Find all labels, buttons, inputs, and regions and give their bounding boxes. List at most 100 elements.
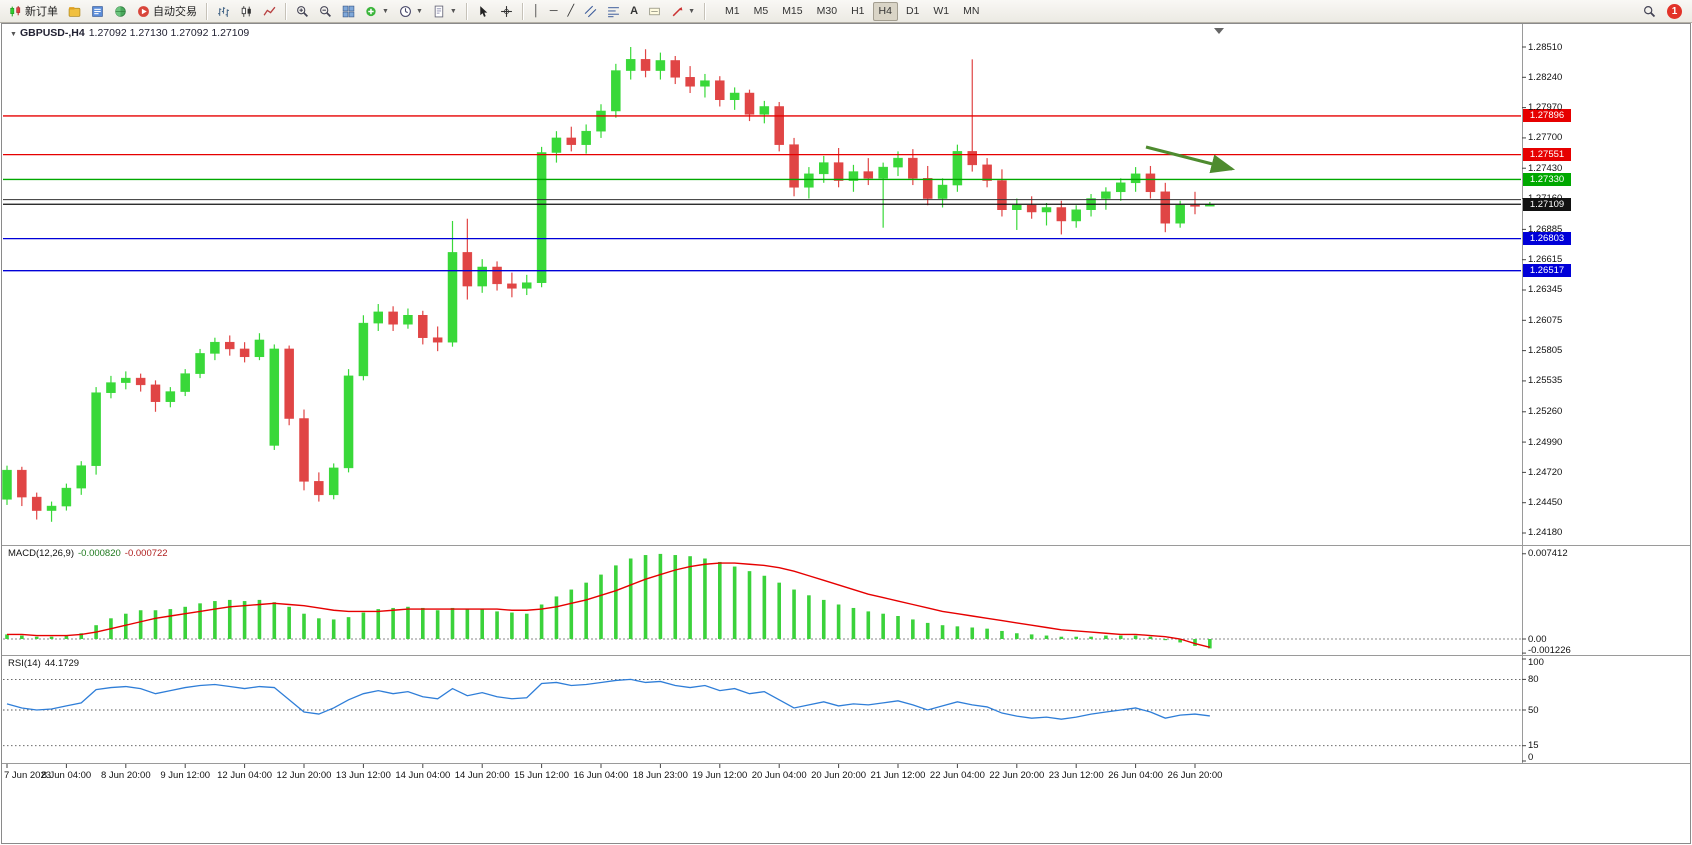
line-chart-button[interactable]: [259, 2, 280, 21]
text-button[interactable]: A: [626, 2, 642, 21]
candle-body: [997, 180, 1007, 210]
candle-body: [655, 60, 666, 71]
macd-bar: [272, 602, 277, 639]
macd-bar: [777, 582, 781, 639]
new-order-button[interactable]: 新订单: [5, 2, 62, 21]
bar-chart-button[interactable]: [213, 2, 234, 21]
text-icon: A: [630, 4, 639, 17]
navigator-button[interactable]: [110, 2, 131, 21]
candle-body: [17, 469, 27, 498]
timeframe-m1-button[interactable]: M1: [719, 2, 746, 21]
candle-body: [1012, 205, 1022, 210]
candle-body: [1130, 173, 1141, 184]
macd-name: MACD(12,26,9): [8, 548, 74, 559]
trendline-button[interactable]: ╱: [563, 2, 578, 21]
timeframe-m15-button[interactable]: M15: [776, 2, 808, 21]
horizontal-line-icon: ─: [549, 4, 558, 17]
tile-windows-button[interactable]: [338, 2, 359, 21]
bar-chart-icon: [218, 6, 229, 17]
rsi-label: RSI(14) 44.1729: [8, 658, 83, 669]
text-label-button[interactable]: [644, 2, 665, 21]
macd-bar: [718, 561, 722, 639]
candle-body: [1116, 182, 1126, 193]
vertical-line-button[interactable]: │: [529, 2, 544, 21]
chevron-down-icon: ▼: [449, 7, 457, 15]
candle-body: [388, 311, 398, 325]
candle-body: [91, 392, 101, 466]
candle-body: [76, 465, 86, 489]
candle-body: [848, 171, 859, 181]
macd-bar: [168, 609, 173, 639]
macd-bar: [346, 617, 351, 639]
candle-body: [774, 106, 784, 145]
candle-body: [908, 157, 918, 179]
timeframe-h4-button[interactable]: H4: [872, 1, 898, 21]
candle-body: [373, 311, 383, 324]
macd-signal-line: [7, 562, 1211, 648]
chart-shift-marker-icon[interactable]: [1214, 28, 1224, 34]
fibonacci-button[interactable]: [603, 2, 624, 21]
zoom-in-button[interactable]: [292, 2, 313, 21]
zoom-out-button[interactable]: [315, 2, 336, 21]
candlestick-chart-button[interactable]: [236, 2, 257, 21]
search-button[interactable]: [1639, 2, 1660, 21]
macd-bar: [896, 616, 900, 639]
equidistant-channel-button[interactable]: [580, 2, 601, 21]
candle-body: [180, 373, 190, 392]
macd-bar: [658, 553, 663, 639]
candle-body: [284, 348, 294, 419]
indicators-button[interactable]: ▼: [361, 2, 393, 21]
toolbar-separator: [704, 2, 706, 20]
candle-body: [952, 151, 963, 186]
macd-bar: [524, 613, 529, 639]
one-click-trading-arrow-icon[interactable]: ▼: [10, 31, 17, 38]
timeframe-h1-button[interactable]: H1: [845, 2, 870, 21]
macd-bar: [317, 618, 321, 639]
timeframe-d1-button[interactable]: D1: [900, 2, 925, 21]
macd-bar: [1044, 635, 1049, 639]
market-watch-button[interactable]: [87, 2, 108, 21]
autotrading-label: 自动交易: [153, 6, 197, 18]
candle-body: [878, 166, 888, 179]
crosshair-button[interactable]: [496, 2, 517, 21]
candle-body: [61, 487, 72, 507]
timeframe-w1-button[interactable]: W1: [927, 2, 955, 21]
horizontal-line-button[interactable]: ─: [546, 2, 562, 21]
templates-button[interactable]: ▼: [429, 2, 461, 21]
macd-bar: [421, 607, 425, 639]
candle-body: [522, 282, 532, 289]
arrows-button[interactable]: ▼: [667, 2, 699, 21]
rsi-name: RSI(14): [8, 658, 41, 669]
candle-body: [685, 77, 695, 87]
macd-bar: [1089, 636, 1093, 639]
macd-bar: [1059, 636, 1064, 639]
macd-bar: [1193, 639, 1197, 646]
macd-bar: [970, 627, 975, 639]
candle-body: [477, 266, 487, 287]
candle-body: [507, 283, 517, 289]
candle-body: [922, 178, 933, 199]
macd-bar: [1074, 636, 1078, 639]
chevron-down-icon: ▼: [415, 7, 423, 15]
candle-body: [982, 164, 992, 181]
periods-button[interactable]: ▼: [395, 2, 427, 21]
candle-body: [135, 377, 146, 386]
tile-windows-icon: [342, 5, 355, 17]
trend-arrow-object[interactable]: [1145, 145, 1236, 174]
timeframe-m5-button[interactable]: M5: [748, 2, 775, 21]
autotrading-button[interactable]: 自动交易: [133, 2, 201, 21]
macd-bar: [554, 596, 559, 639]
macd-bar: [79, 633, 84, 639]
notification-badge[interactable]: 1: [1667, 3, 1682, 19]
macd-bar: [628, 558, 633, 639]
timeframe-mn-button[interactable]: MN: [957, 2, 985, 21]
cursor-button[interactable]: [473, 2, 494, 21]
candlestick-icon: [241, 5, 251, 17]
line-chart-icon: [263, 6, 276, 16]
macd-bar: [1029, 634, 1034, 639]
macd-bar: [985, 628, 989, 639]
macd-bar: [1163, 639, 1168, 641]
timeframe-m30-button[interactable]: M30: [811, 2, 843, 21]
charts-profile-button[interactable]: [64, 2, 85, 21]
